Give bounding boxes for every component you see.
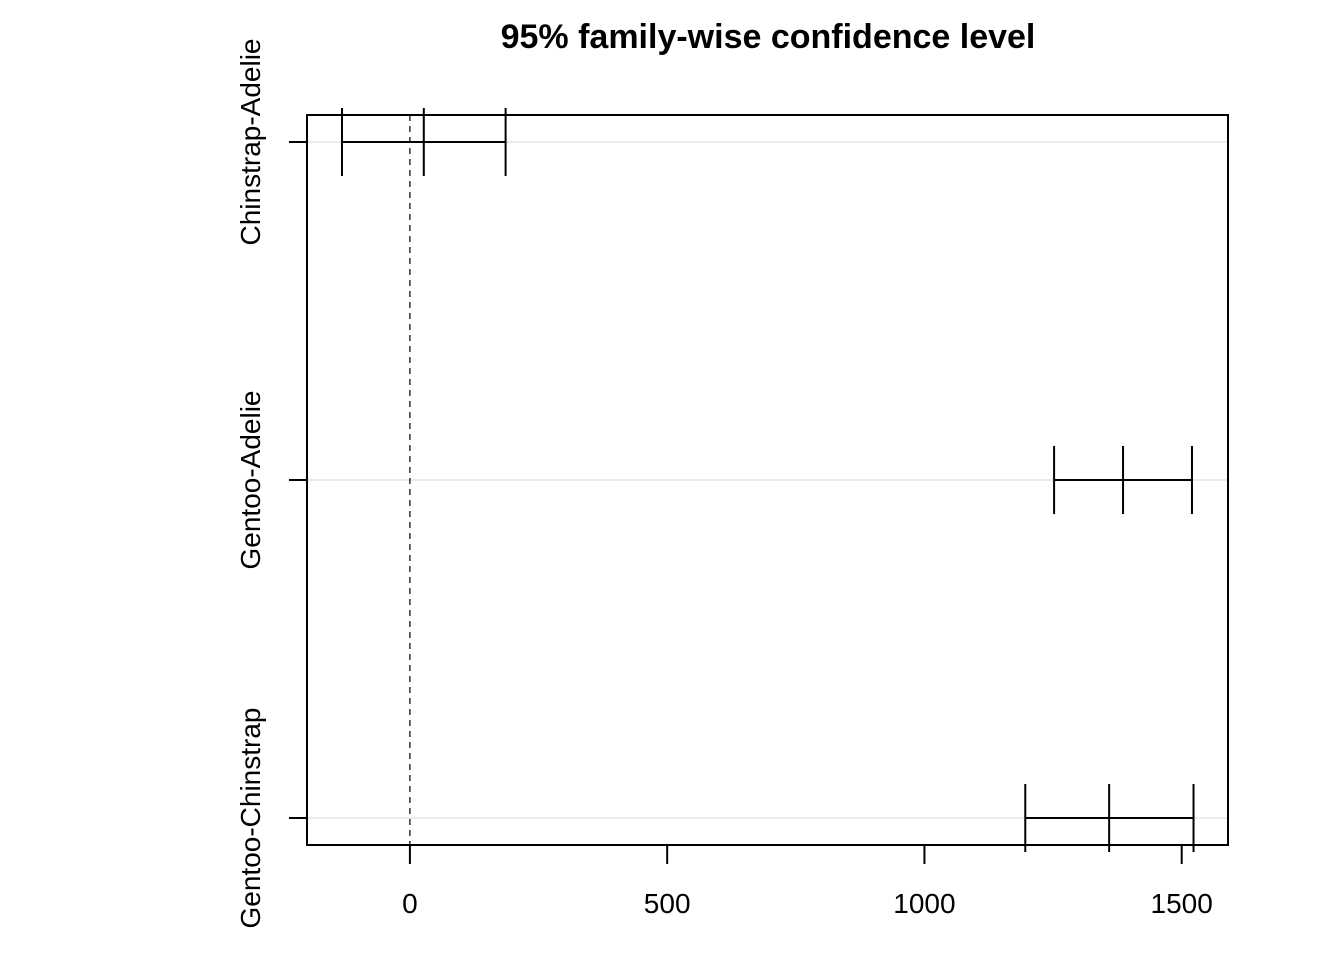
x-tick-label: 500: [644, 888, 691, 919]
x-axis: 0 500 1000 1500: [402, 844, 1213, 919]
y-tick-label: Gentoo-Chinstrap: [235, 707, 266, 928]
y-tick-label: Gentoo-Adelie: [235, 390, 266, 569]
x-tick-label: 1500: [1151, 888, 1213, 919]
intervals: [340, 108, 1195, 852]
y-tick-label: Chinstrap-Adelie: [235, 39, 266, 246]
x-tick-label: 0: [402, 888, 418, 919]
x-tick-label: 1000: [893, 888, 955, 919]
y-axis: Chinstrap-Adelie Gentoo-Adelie Gentoo-Chin…: [235, 39, 307, 929]
chart-title: 95% family-wise confidence level: [501, 18, 1036, 56]
